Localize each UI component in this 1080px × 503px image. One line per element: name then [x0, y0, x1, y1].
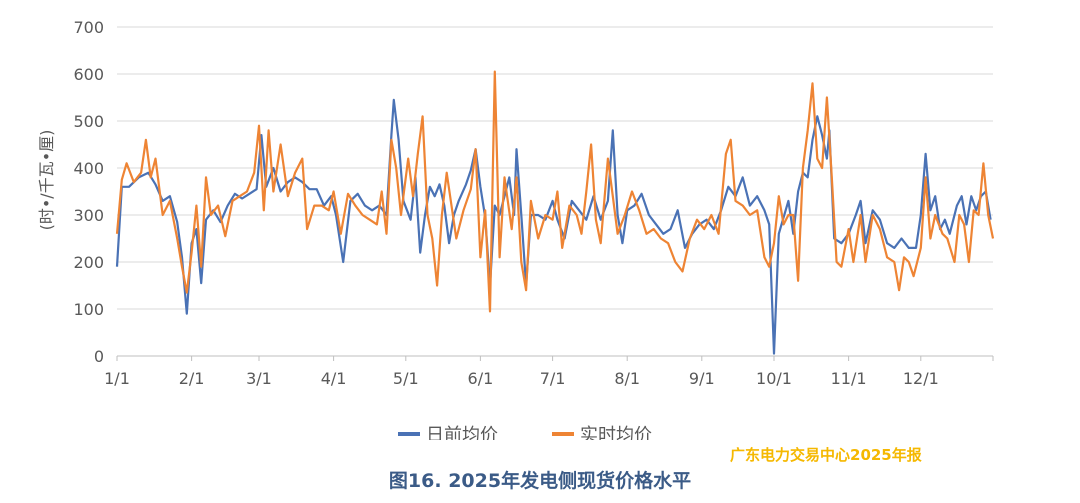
x-tick-label: 3/1 — [246, 369, 272, 388]
x-tick-label: 8/1 — [614, 369, 640, 388]
y-tick-label: 0 — [94, 347, 104, 366]
x-tick-label: 1/1 — [104, 369, 130, 388]
y-tick-label: 200 — [73, 253, 104, 272]
x-tick-label: 9/1 — [689, 369, 715, 388]
series-lines — [115, 70, 995, 355]
legend-label: 日前均价 — [426, 425, 498, 440]
grid — [117, 26, 993, 310]
y-tick-label: 400 — [73, 159, 104, 178]
x-tick-label: 2/1 — [179, 369, 205, 388]
x-tick-label: 4/1 — [321, 369, 347, 388]
y-tick-label: 500 — [73, 112, 104, 131]
watermark-text: 广东电力交易中心2025年报 — [730, 446, 922, 464]
x-tick-label: 7/1 — [540, 369, 566, 388]
y-tick-label: 300 — [73, 206, 104, 225]
y-tick-label: 600 — [73, 65, 104, 84]
y-tick-label: 700 — [73, 18, 104, 37]
x-tick-label: 5/1 — [393, 369, 419, 388]
axes: 0 100 200 300 400 500 600 700 1/1 2/1 3/1 4/1 5/1 6/1… — [73, 18, 994, 388]
legend-label: 实时均价 — [580, 425, 652, 440]
x-tick-label: 12/1 — [903, 369, 939, 388]
y-axis-title: (时•/千瓦•厘) — [37, 130, 56, 231]
series-line-2 — [115, 70, 995, 313]
x-tick-label: 10/1 — [756, 369, 792, 388]
x-tick-label: 6/1 — [468, 369, 494, 388]
line-chart: 0 100 200 300 400 500 600 700 1/1 2/1 3/1 4/1 5/1 6/1… — [37, 18, 995, 440]
y-tick-label: 100 — [73, 300, 104, 319]
legend: 日前均价 实时均价 — [398, 425, 652, 440]
figure-caption: 图16. 2025年发电侧现货价格水平 — [388, 470, 692, 492]
x-tick-label: 11/1 — [831, 369, 867, 388]
